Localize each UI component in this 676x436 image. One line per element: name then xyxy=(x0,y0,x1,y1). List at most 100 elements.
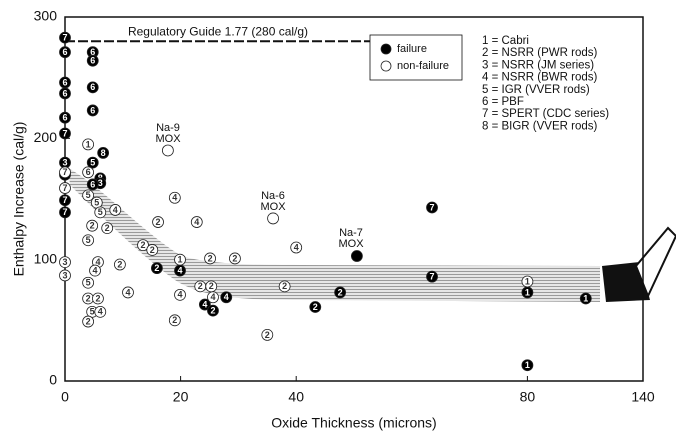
point: 7 xyxy=(59,31,71,44)
point-label: 7 xyxy=(62,195,67,205)
point-label: 2 xyxy=(117,259,122,269)
marker xyxy=(174,253,186,266)
point: 7 xyxy=(59,127,71,140)
marker xyxy=(59,194,71,207)
point: 2 xyxy=(204,252,216,265)
point: 7 xyxy=(59,206,71,219)
point-label: 2 xyxy=(150,245,155,255)
point: 2 xyxy=(205,280,218,293)
point-label: 3 xyxy=(98,178,103,188)
point-label: 4 xyxy=(178,290,183,300)
marker xyxy=(86,156,99,169)
marker xyxy=(92,292,104,305)
point xyxy=(161,144,174,157)
y-tick-label: 300 xyxy=(34,8,58,24)
point-label: 5 xyxy=(90,157,95,167)
marker xyxy=(426,201,438,214)
point-label: 6 xyxy=(62,47,67,57)
point-label: 4 xyxy=(93,265,98,275)
brush-icon xyxy=(602,226,676,302)
point-label: 7 xyxy=(62,128,67,138)
point: 1 xyxy=(579,292,592,305)
marker xyxy=(190,216,203,228)
marker xyxy=(267,212,279,225)
annotation: MOX xyxy=(155,133,181,145)
point-label: 4 xyxy=(125,287,130,297)
legend-marker xyxy=(380,60,392,72)
point: 4 xyxy=(168,191,181,204)
point-label: 8 xyxy=(101,148,106,158)
marker xyxy=(207,291,219,304)
marker xyxy=(334,286,347,299)
point-label: 2 xyxy=(154,263,159,273)
marker xyxy=(86,219,99,232)
point: 6 xyxy=(59,76,71,89)
marker xyxy=(426,270,438,283)
point-label: 7 xyxy=(62,33,67,43)
point: 7 xyxy=(59,166,71,179)
point-label: 7 xyxy=(430,202,435,212)
point: 2 xyxy=(151,262,163,275)
point: 4 xyxy=(174,264,186,277)
y-tick-label: 100 xyxy=(34,250,58,266)
annotation: Na-9 xyxy=(156,122,180,134)
point-label: 7 xyxy=(62,183,67,193)
point-label: 4 xyxy=(113,205,118,215)
point-label: 1 xyxy=(525,276,530,286)
marker xyxy=(59,31,71,44)
annotation: Na-6 xyxy=(261,190,285,202)
point: 2 xyxy=(92,292,104,305)
point-label: 2 xyxy=(172,315,177,325)
marker xyxy=(82,189,95,202)
marker xyxy=(86,104,99,117)
point-label: 2 xyxy=(105,223,110,233)
point: 3 xyxy=(59,269,71,282)
point: 8 xyxy=(97,146,110,159)
point: 2 xyxy=(334,286,347,299)
point-label: 6 xyxy=(62,88,67,98)
marker xyxy=(122,286,134,299)
point: 4 xyxy=(290,241,303,254)
x-tick-label: 40 xyxy=(288,389,304,405)
marker xyxy=(220,291,233,304)
point-label: 2 xyxy=(198,281,203,291)
point-label: 2 xyxy=(90,221,95,231)
point: 2 xyxy=(114,258,126,271)
point-label: 6 xyxy=(90,179,95,189)
legend: failure non-failure xyxy=(369,34,463,81)
point-label: 1 xyxy=(583,293,588,303)
point: 2 xyxy=(229,252,241,265)
point-label: 4 xyxy=(224,292,229,302)
point: 1 xyxy=(521,359,534,372)
marker xyxy=(350,250,363,262)
marker xyxy=(161,144,174,157)
marker xyxy=(82,276,95,289)
point-label: 6 xyxy=(86,167,91,177)
key-entry: 5 = IGR (VVER rods) xyxy=(482,84,590,96)
marker xyxy=(89,264,101,277)
point-label: 6 xyxy=(90,105,95,115)
point: 1 xyxy=(521,286,534,299)
x-axis-title: Oxide Thickness (microns) xyxy=(271,415,436,431)
point-label: 6 xyxy=(90,56,95,66)
point: 2 xyxy=(168,314,181,327)
legend-frame xyxy=(369,34,463,81)
point-label: 6 xyxy=(62,77,67,87)
point: 6 xyxy=(86,104,99,117)
point-label: 5 xyxy=(90,307,95,317)
point-label: 6 xyxy=(90,82,95,92)
marker xyxy=(146,244,159,256)
point-label: 4 xyxy=(202,299,207,309)
marker xyxy=(59,127,71,140)
key-entry: 1 = Cabri xyxy=(482,35,529,47)
point: 6 xyxy=(86,178,99,191)
marker xyxy=(59,166,71,179)
annotation: Na-7 xyxy=(339,227,363,239)
point: 7 xyxy=(426,270,438,283)
point: 3 xyxy=(59,256,71,268)
point-label: 2 xyxy=(338,287,343,297)
point: 2 xyxy=(194,280,207,293)
point: 1 xyxy=(174,253,186,266)
point: 2 xyxy=(278,280,291,293)
trend-band xyxy=(68,168,600,302)
